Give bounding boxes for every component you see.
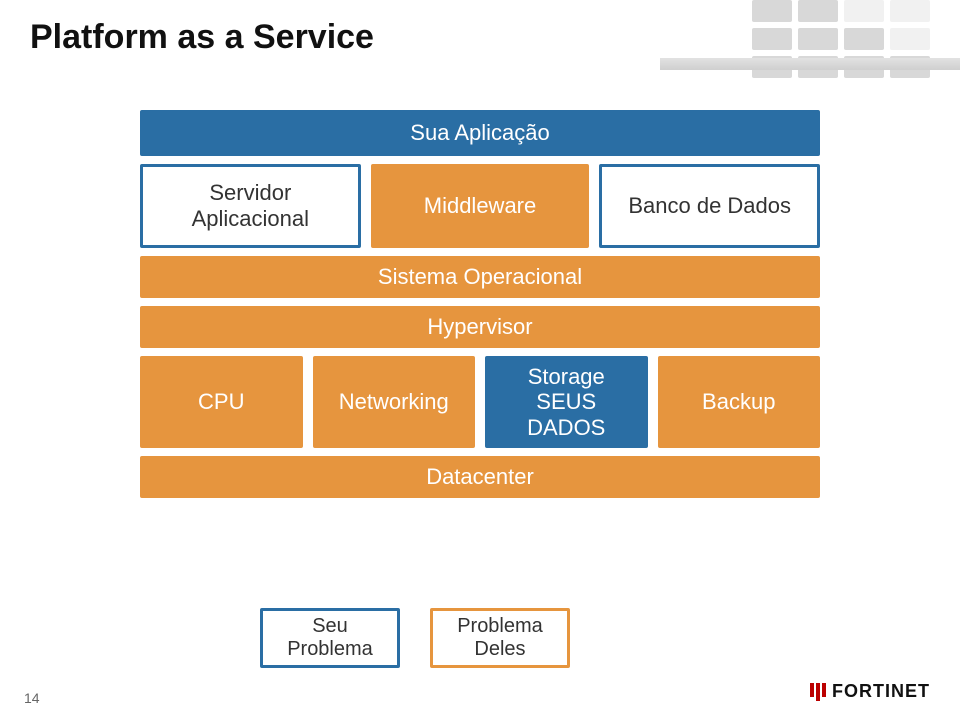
- layer-your-app: Sua Aplicação: [140, 110, 820, 156]
- box-middleware: Middleware: [371, 164, 590, 248]
- layer-app-tier: Servidor Aplicacional Middleware Banco d…: [140, 164, 820, 248]
- fortinet-logo-text: FORTINET: [832, 681, 930, 702]
- fortinet-logo: FORTINET: [810, 681, 930, 702]
- legend-their-problem: Problema Deles: [430, 608, 570, 668]
- layer-hardware: CPU Networking Storage SEUS DADOS Backup: [140, 356, 820, 448]
- fortinet-logo-icon: [810, 683, 826, 701]
- layer-hypervisor: Hypervisor: [140, 306, 820, 348]
- box-servidor-aplicacional: Servidor Aplicacional: [140, 164, 361, 248]
- paas-stack: Sua Aplicação Servidor Aplicacional Midd…: [140, 110, 820, 498]
- layer-datacenter: Datacenter: [140, 456, 820, 498]
- box-backup: Backup: [658, 356, 821, 448]
- box-networking: Networking: [313, 356, 476, 448]
- legend: Seu Problema Problema Deles: [260, 608, 570, 668]
- header-bar: [660, 58, 960, 70]
- box-banco-de-dados: Banco de Dados: [599, 164, 820, 248]
- legend-your-problem: Seu Problema: [260, 608, 400, 668]
- box-storage-seus-dados: Storage SEUS DADOS: [485, 356, 648, 448]
- page-title: Platform as a Service: [30, 18, 374, 57]
- layer-os: Sistema Operacional: [140, 256, 820, 298]
- page-number: 14: [24, 690, 40, 706]
- box-cpu: CPU: [140, 356, 303, 448]
